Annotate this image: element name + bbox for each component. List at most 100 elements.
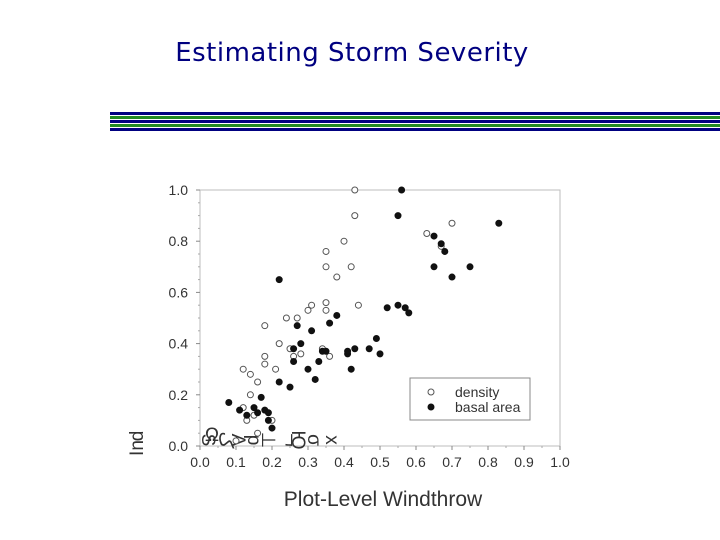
title-rule-4 <box>110 124 720 127</box>
basal-area-point <box>495 219 503 227</box>
density-point <box>333 273 341 281</box>
basal-area-point <box>351 345 359 353</box>
basal-area-point <box>254 409 262 417</box>
x-tick-label: 0.2 <box>262 454 282 470</box>
basal-area-point <box>441 247 449 255</box>
density-point <box>282 314 290 322</box>
basal-area-point <box>430 263 438 271</box>
title-rule-5 <box>110 128 720 131</box>
density-point <box>261 352 269 360</box>
basal-area-point <box>448 273 456 281</box>
basal-area-point <box>290 358 298 366</box>
basal-area-point <box>275 378 283 386</box>
x-tick-label: 0.0 <box>190 454 210 470</box>
legend-label: density <box>455 384 499 400</box>
density-point <box>322 306 330 314</box>
density-point <box>448 219 456 227</box>
x-tick-label: 0.8 <box>478 454 498 470</box>
slide-title: Estimating Storm Severity <box>175 38 529 68</box>
y-tick-label: 0.4 <box>169 336 189 352</box>
density-point <box>232 437 240 445</box>
basal-area-point <box>311 375 319 383</box>
basal-area-point <box>257 393 265 401</box>
y-label-fragment: d <box>127 431 148 442</box>
x-tick-label: 0.9 <box>514 454 534 470</box>
density-point <box>254 378 262 386</box>
y-label-fragment: S <box>197 434 218 447</box>
basal-area-point <box>286 383 294 391</box>
basal-area-point <box>293 322 301 330</box>
density-point <box>423 230 431 238</box>
y-tick-label: 0.8 <box>169 233 189 249</box>
y-tick-label: 0.2 <box>169 387 189 403</box>
density-point <box>322 247 330 255</box>
basal-area-point <box>383 304 391 312</box>
basal-area-point <box>401 304 409 312</box>
density-point <box>351 186 359 194</box>
title-rule-2 <box>110 116 720 119</box>
density-point <box>246 370 254 378</box>
basal-area-point <box>466 263 474 271</box>
legend-box <box>409 377 531 421</box>
basal-area-point <box>268 424 276 432</box>
density-point <box>261 360 269 368</box>
density-point <box>239 365 247 373</box>
basal-area-point <box>264 409 272 417</box>
basal-area-point <box>236 406 244 414</box>
basal-area-point <box>243 411 251 419</box>
density-point <box>254 429 262 437</box>
density-point <box>275 340 283 348</box>
x-tick-label: 0.3 <box>298 454 318 470</box>
y-label-fragment: σ <box>303 434 324 446</box>
basal-area-point <box>322 347 330 355</box>
basal-area-point <box>326 319 334 327</box>
basal-area-point <box>430 232 438 240</box>
basal-area-point <box>347 365 355 373</box>
y-label-fragment: In <box>127 440 148 456</box>
y-label-fragment: ᄀ <box>273 431 294 448</box>
density-point <box>322 263 330 271</box>
y-label-fragment: ک <box>215 431 236 448</box>
basal-area-point <box>304 365 312 373</box>
x-tick-label: 0.1 <box>226 454 246 470</box>
basal-area-point <box>297 340 305 348</box>
y-label-fragment: p <box>243 435 264 446</box>
density-point <box>347 263 355 271</box>
basal-area-point <box>437 240 445 248</box>
x-tick-label: 0.6 <box>406 454 426 470</box>
basal-area-point <box>275 276 283 284</box>
x-tick-label: 0.7 <box>442 454 462 470</box>
basal-area-point <box>398 186 406 194</box>
basal-area-point <box>376 350 384 358</box>
basal-area-point <box>394 301 402 309</box>
title-rule-3 <box>110 120 720 123</box>
y-tick-label: 1.0 <box>169 182 189 198</box>
basal-area-point <box>308 327 316 335</box>
legend-marker-basal-area <box>427 403 435 411</box>
basal-area-point <box>372 334 380 342</box>
density-point <box>322 299 330 307</box>
basal-area-point <box>365 345 373 353</box>
legend-marker-density <box>427 388 435 396</box>
density-point <box>304 306 312 314</box>
basal-area-point <box>405 309 413 317</box>
y-tick-label: 0.6 <box>169 284 189 300</box>
density-point <box>326 352 334 360</box>
density-point <box>297 350 305 358</box>
density-point <box>354 301 362 309</box>
basal-area-point <box>333 311 341 319</box>
basal-area-point <box>344 347 352 355</box>
density-point <box>351 212 359 220</box>
density-point <box>340 237 348 245</box>
x-tick-label: 1.0 <box>550 454 570 470</box>
density-point <box>246 391 254 399</box>
basal-area-point <box>225 398 233 406</box>
basal-area-point <box>394 212 402 220</box>
y-label-fragment: Ω <box>205 425 219 446</box>
density-point <box>272 365 280 373</box>
density-point <box>261 322 269 330</box>
density-point <box>293 314 301 322</box>
legend-label: basal area <box>455 399 521 415</box>
y-label-fragment: Ю <box>287 430 308 449</box>
